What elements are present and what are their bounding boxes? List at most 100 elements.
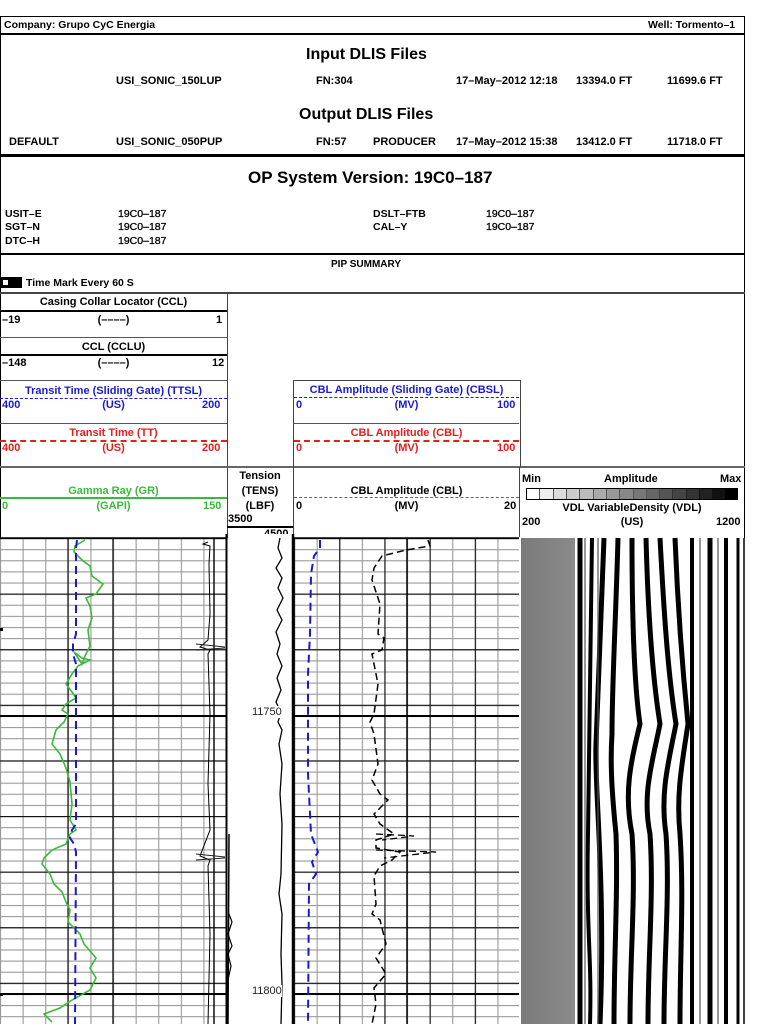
cclu-max: 12 [212,357,225,369]
tens-scale-line [227,526,293,528]
input-file-name: USI_SONIC_150LUP [116,75,222,87]
cbsl-scale-line [294,397,519,398]
cbl20-title: CBL Amplitude (CBL) [350,485,463,497]
tool-version: 19C0–187 [486,221,535,233]
cclu-scale-line [0,354,227,356]
tool-name: CAL–Y [373,221,408,233]
cbl100-unit: (MV) [394,442,419,454]
tool-name: SGT–N [5,221,41,233]
output-file-date: 17–May–2012 15:38 [456,136,558,148]
tension-edge [227,833,230,1024]
divider [294,423,519,424]
tool-version: 19C0–187 [486,208,535,220]
cbsl-min: 0 [296,399,303,411]
cbl20-max: 20 [504,500,517,512]
track-1-grid [0,534,228,1024]
ttsl-min: 400 [2,399,21,411]
divider [0,292,745,294]
cclu-min: –148 [2,357,27,369]
depth-label-11750: 11750 [252,706,282,718]
tens-min: 3500 [228,513,253,525]
tension-header [227,467,294,537]
log-body [0,534,745,1024]
time-mark-tick [0,628,3,631]
cbsl-max: 100 [497,399,516,411]
ccl-title: Casing Collar Locator (CCL) [39,296,188,308]
cbsl-title: CBL Amplitude (Sliding Gate) (CBSL) [309,384,504,396]
pip-summary-title: PIP SUMMARY [331,259,402,270]
tool-name: DSLT–FTB [373,208,426,220]
company-label: Company: Grupo CyC Energia [4,19,156,31]
cbl20-min: 0 [296,500,303,512]
ttsl-unit: (US) [102,399,125,411]
tt-min: 400 [2,442,21,454]
gr-title: Gamma Ray (GR) [68,485,159,497]
tt-scale-line [0,440,227,442]
ttsl-scale-line [0,398,227,399]
tool-name: DTC–H [5,235,41,247]
output-file-top: 13412.0 FT [576,136,633,148]
cbl-header-box [293,380,521,467]
tt-max: 200 [202,442,221,454]
cbl100-max: 100 [497,442,516,454]
vdl-header [519,467,746,537]
ccl-scale-line [0,310,227,312]
log-header-frame [0,16,745,1024]
gr-max: 150 [203,500,222,512]
ttsl-title: Transit Time (Sliding Gate) (TTSL) [24,385,203,397]
cbl100-scale-line [294,440,519,442]
output-dlis-title: Output DLIS Files [299,106,434,123]
ccl-min: –19 [2,314,21,326]
divider [0,466,745,468]
cbl100-min: 0 [296,442,303,454]
divider [0,33,745,35]
vdl-title: VDL VariableDensity (VDL) [562,502,702,514]
tens-title: Tension [239,470,281,482]
input-file-fn: FN:304 [316,75,353,87]
time-mark-label: Time Mark Every 60 S [26,277,134,289]
time-mark-icon [0,277,22,288]
depth-track [228,534,295,1024]
ccl-max: 1 [216,314,223,326]
well-label: Well: Tormento–1 [648,19,736,31]
tension-curve [275,537,284,1024]
cbl20-scale-line [294,497,519,498]
gr-curve [41,539,105,1023]
time-mark-tick [0,993,3,996]
gr-scale-line [0,497,227,499]
cbl100-title: CBL Amplitude (CBL) [350,427,463,439]
vdl-amp-max: Max [720,473,742,485]
vdl-image [520,537,745,1024]
tt-title: Transit Time (TT) [69,427,158,439]
vdl-min: 200 [522,516,541,528]
vdl-amp-min: Min [522,473,541,485]
cclu-title: CCL (CCLU) [81,341,146,353]
input-file-bottom: 11699.6 FT [667,75,723,87]
output-file-label: DEFAULT [9,136,59,148]
divider [0,253,745,255]
tool-name: USIT–E [5,208,42,220]
divider [0,423,227,424]
divider [0,337,227,338]
input-file-top: 13394.0 FT [576,75,633,87]
cbsl-curve [307,540,321,1024]
ccl-curve [198,541,211,1024]
ttsl-max: 200 [202,399,221,411]
tool-version: 19C0–187 [118,221,167,233]
ttsl-curve [68,539,78,1024]
tool-version: 19C0–187 [118,208,167,220]
vdl-amp-title: Amplitude [604,473,658,485]
depth-label-11800: 11800 [252,985,282,997]
vdl-max: 1200 [716,516,741,528]
tool-version: 19C0–187 [118,235,167,247]
output-file-bottom: 11718.0 FT [667,136,723,148]
output-file-name: USI_SONIC_050PUP [116,136,223,148]
divider [0,380,227,381]
cclu-unit: (––––) [97,357,130,369]
tt-unit: (US) [102,442,125,454]
ccl-unit: (––––) [97,314,130,326]
vdl-unit: (US) [620,516,644,528]
cbsl-unit: (MV) [394,399,419,411]
track-2-grid [294,537,519,1024]
output-file-producer: PRODUCER [373,136,436,148]
